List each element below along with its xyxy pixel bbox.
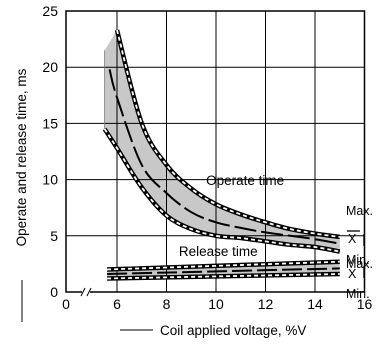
axis-break-gap [82, 288, 90, 296]
operate-min-legend: Min. [346, 253, 370, 267]
axis-break-mark-1 [80, 287, 86, 297]
release-min-curve-dashes [107, 273, 340, 280]
operate-mean-curve [108, 69, 340, 245]
x-tick-16: 16 [357, 296, 373, 312]
chart-curves [102, 29, 341, 281]
release-max-legend: Max. [346, 257, 373, 271]
operate-label-backing [204, 173, 289, 189]
operate-max-curve-dashes [116, 29, 340, 238]
y-axis-title: Operate and release time, ms [14, 68, 29, 246]
y-tick-5: 5 [50, 228, 58, 244]
x-tick-10: 10 [208, 296, 224, 312]
x-tick-0: 0 [62, 296, 70, 312]
release-min-legend: Min. [346, 287, 370, 301]
release-mean-legend: X [348, 267, 357, 281]
plot-frame [65, 10, 366, 293]
y-tick-15: 15 [42, 115, 58, 131]
release-time-label: Release time [179, 244, 258, 259]
x-tick-8: 8 [163, 296, 171, 312]
operate-max-curve-outline [114, 29, 341, 240]
chart-grid [65, 10, 366, 297]
release-max-curve-dashes [107, 260, 340, 271]
operate-time-band [104, 30, 340, 252]
axis-break-mark-2 [86, 287, 92, 297]
y-tick-20: 20 [42, 59, 58, 75]
x-tick-6: 6 [113, 296, 121, 312]
operate-mean-legend: X [348, 232, 357, 246]
legend-marks [346, 230, 365, 278]
y-tick-25: 25 [42, 3, 58, 19]
y-tick-10: 10 [42, 172, 58, 188]
axis-ticks: 0 5 10 15 20 25 0 6 8 10 12 14 16 [42, 3, 372, 312]
x-tick-14: 14 [307, 296, 323, 312]
x-tick-12: 12 [258, 296, 274, 312]
x-axis-title: Coil applied voltage, %V [160, 323, 306, 338]
operate-time-label: Operate time [206, 173, 284, 188]
operate-max-legend: Max. [346, 204, 373, 218]
release-mean-curve [107, 267, 340, 275]
operate-min-curve-outline [102, 127, 341, 254]
y-tick-0: 0 [50, 284, 58, 300]
